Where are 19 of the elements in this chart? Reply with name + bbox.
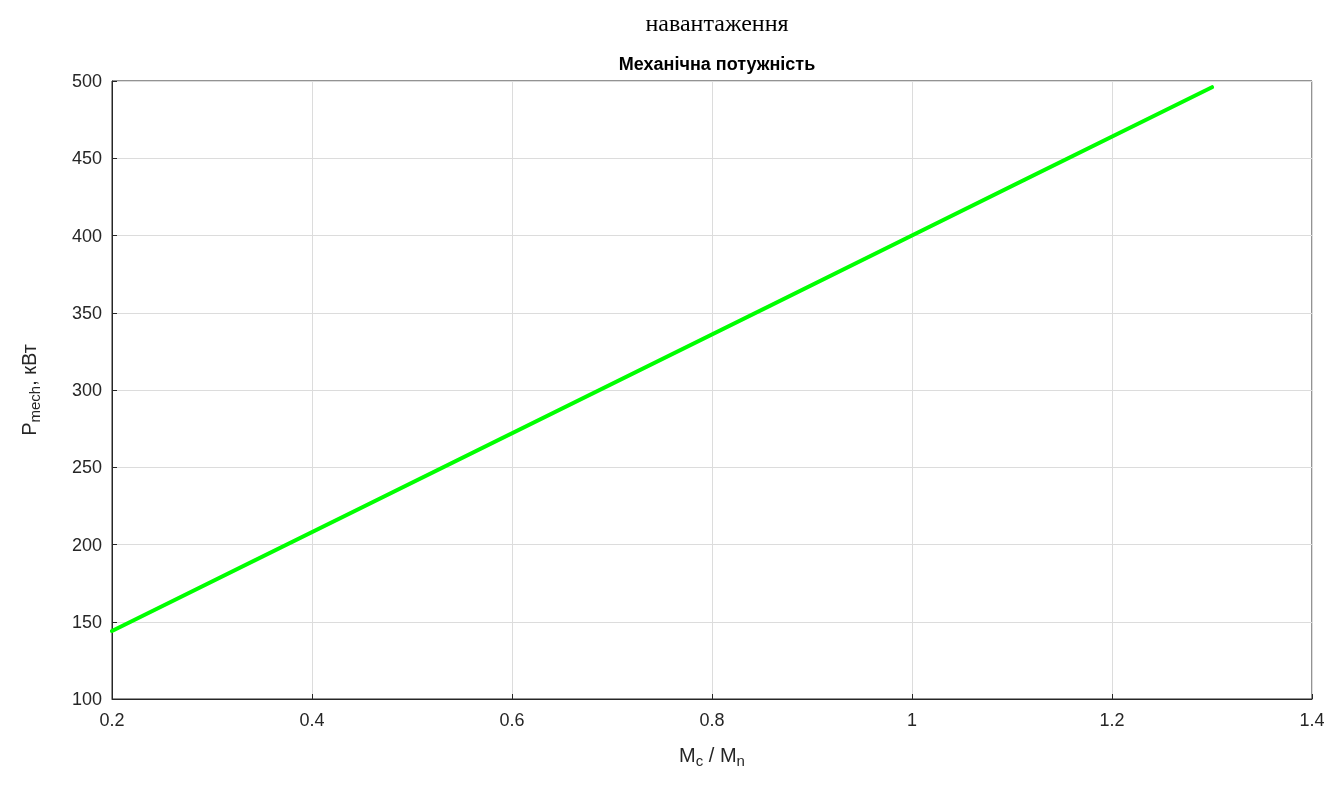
- x-tick-label: 1.4: [1299, 710, 1325, 730]
- x-tick-label: 0.2: [99, 710, 125, 730]
- y-axis-title: Pmech, кВт: [17, 344, 43, 436]
- y-tick-label: 450: [71, 148, 102, 169]
- y-tick-label: 350: [71, 302, 102, 323]
- y-tick-label: 100: [71, 689, 102, 709]
- y-tick-label: 500: [71, 71, 102, 91]
- y-tick-label: 400: [71, 225, 102, 246]
- x-tick-label: 1: [906, 710, 918, 730]
- y-tick-label: 300: [71, 380, 102, 400]
- y-tick-label: 250: [71, 457, 102, 478]
- y-tick-label: 200: [71, 534, 102, 555]
- x-tick-label: 0.8: [699, 710, 725, 730]
- y-tick-label: 150: [71, 611, 102, 632]
- chart-title: Механічна потужність: [618, 54, 816, 74]
- text: навантаження: [645, 10, 789, 36]
- x-tick-label: 0.4: [299, 710, 325, 730]
- x-tick-label: 1.2: [1099, 710, 1125, 730]
- x-tick-label: 0.6: [499, 710, 525, 730]
